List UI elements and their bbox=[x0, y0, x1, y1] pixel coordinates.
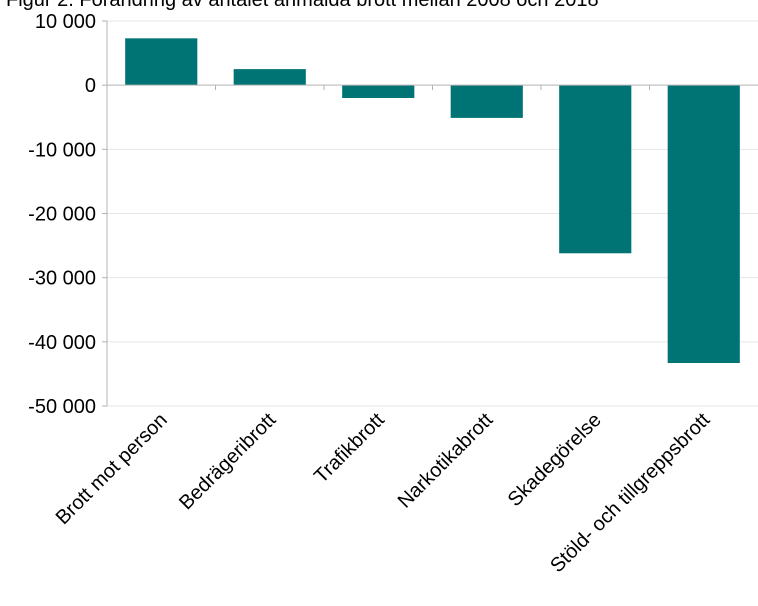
y-tick-label: -20 000 bbox=[28, 204, 96, 226]
chart-title: Figur 2. Förändring av antalet anmälda b… bbox=[6, 0, 599, 11]
y-tick-label: -50 000 bbox=[28, 396, 96, 418]
x-tick-label: Bedrägeribrott bbox=[175, 409, 280, 514]
x-tick-label: Narkotikabrott bbox=[394, 409, 498, 513]
x-tick-label: Skadegörelse bbox=[504, 409, 606, 511]
bar bbox=[667, 85, 740, 364]
y-tick-label: -10 000 bbox=[28, 139, 96, 161]
y-tick-label: 10 000 bbox=[35, 11, 96, 33]
bar bbox=[233, 69, 306, 86]
bar bbox=[559, 85, 632, 254]
y-tick-label: -40 000 bbox=[28, 332, 96, 354]
bar bbox=[125, 38, 198, 86]
y-tick-label: -30 000 bbox=[28, 268, 96, 290]
bar bbox=[450, 85, 523, 118]
bar bbox=[342, 85, 415, 98]
y-tick-label: 0 bbox=[85, 75, 96, 97]
x-tick-label: Brott mot person bbox=[52, 409, 172, 529]
x-tick-label: Trafikbrott bbox=[310, 409, 389, 488]
